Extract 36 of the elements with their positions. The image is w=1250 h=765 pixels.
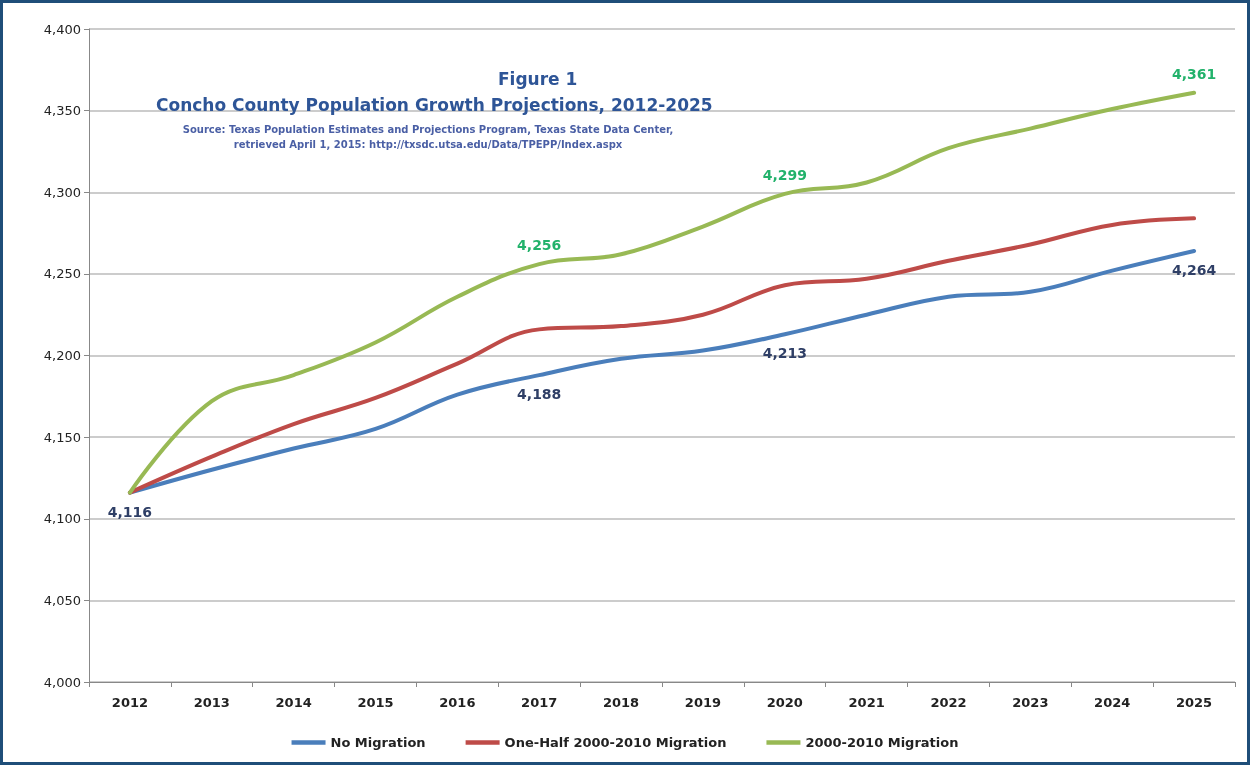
data-label: 4,116 <box>107 503 153 520</box>
data-label: 4,188 <box>517 386 562 403</box>
x-tick-label: 2015 <box>357 695 394 710</box>
y-tick-label: 4,300 <box>43 184 81 200</box>
y-tick-label: 4,150 <box>43 429 81 445</box>
x-tick-label: 2014 <box>275 695 312 710</box>
data-label: 4,361 <box>1171 65 1217 82</box>
y-tick-label: 4,350 <box>43 103 81 119</box>
x-tick-label: 2021 <box>848 695 885 710</box>
x-tick-label: 2017 <box>521 695 558 710</box>
y-tick-label: 4,100 <box>43 511 81 527</box>
data-label: 4,256 <box>517 237 562 254</box>
x-tick-label: 2024 <box>1094 695 1131 710</box>
x-tick-label: 2023 <box>1012 695 1049 710</box>
y-tick-label: 4,250 <box>43 266 81 282</box>
y-tick-label: 4,400 <box>43 21 81 37</box>
text: Concho County Population Growth Projections, 2012-2025 <box>156 94 713 115</box>
annotation: Source: Texas Population Estimates and Projections Program, Texas State Data Center, retrieved April 1, 2015: http://txsdc.utsa.edu/Data/TPEPP/Index.aspx <box>182 124 674 150</box>
x-tick-label: 2025 <box>1175 695 1213 710</box>
y-tick-label: 4,200 <box>43 348 81 363</box>
x-tick-label: 2016 <box>439 695 476 710</box>
x-tick-label: 2019 <box>684 695 722 710</box>
data-label: 4,264 <box>1171 262 1217 279</box>
y-tick-label: 4,000 <box>43 674 81 690</box>
x-tick-label: 2012 <box>111 695 149 710</box>
y-tick-label: 4,050 <box>43 592 81 608</box>
data-label: 4,213 <box>762 345 807 362</box>
x-tick-label: 2022 <box>930 695 967 710</box>
text: Figure 1 <box>498 68 578 89</box>
x-tick-label: 2018 <box>602 695 640 710</box>
legend-label: No Migration <box>330 735 426 750</box>
legend-label: One-Half 2000-2010 Migration <box>504 735 727 750</box>
x-tick-label: 2013 <box>193 695 230 710</box>
legend-label: 2000-2010 Migration <box>805 735 959 750</box>
x-tick-label: 2020 <box>766 695 803 710</box>
data-label: 4,299 <box>762 166 807 183</box>
